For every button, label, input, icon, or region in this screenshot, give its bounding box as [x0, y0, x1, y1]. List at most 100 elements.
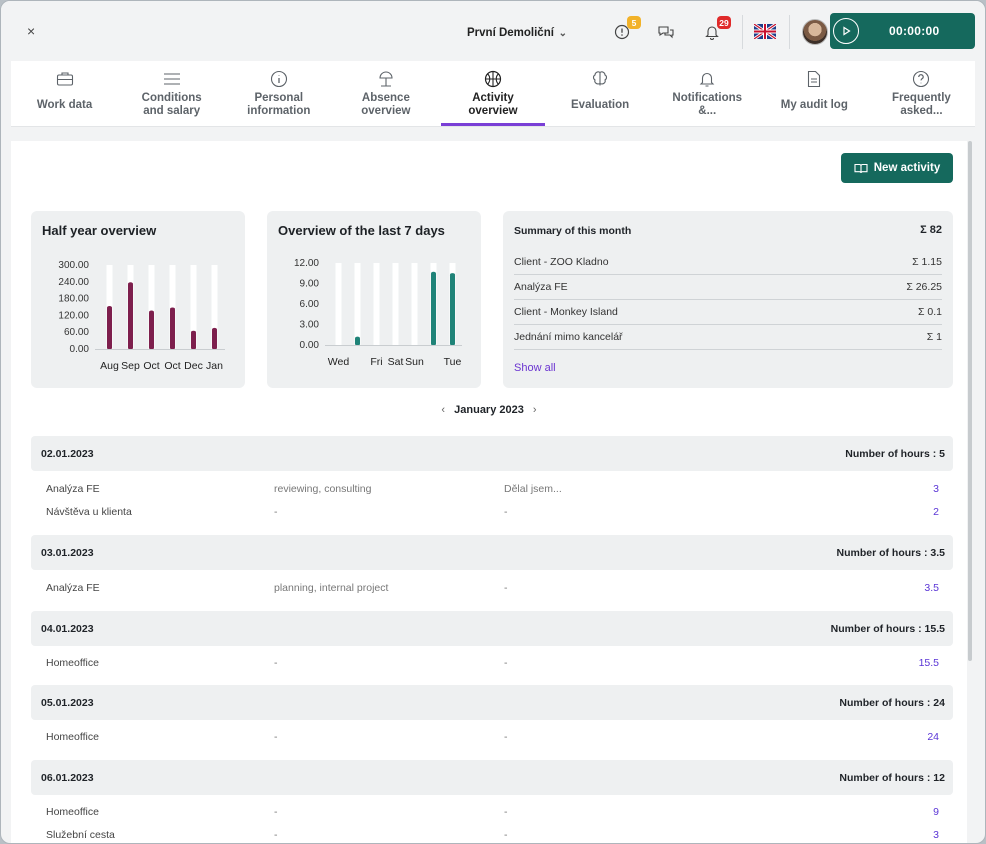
y-tick-label: 12.00 [294, 258, 319, 269]
bar [355, 338, 360, 345]
activity-tags: - [274, 829, 278, 841]
company-select[interactable]: První Demoliční ⌄ [453, 19, 577, 47]
uk-flag-icon[interactable] [753, 22, 777, 41]
tab-notifications[interactable]: Notifications &... [654, 61, 761, 126]
top-bar: × První Demoliční ⌄ 5 29 [1, 1, 985, 61]
day-date: 04.01.2023 [41, 622, 94, 635]
bar-cap [149, 310, 154, 314]
activity-name: Služební cesta [46, 829, 115, 841]
close-icon[interactable]: × [27, 23, 36, 39]
x-tick-label: Sep [121, 360, 140, 372]
tab-conditions-salary[interactable]: Conditions and salary [118, 61, 225, 126]
tab-faq[interactable]: Frequently asked... [868, 61, 975, 126]
summary-row: Jednání mimo kancelář Σ 1 [514, 325, 942, 350]
chevron-right-icon[interactable]: › [532, 404, 537, 416]
info-icon [270, 68, 288, 90]
day-header: 04.01.2023 Number of hours : 15.5 [31, 611, 953, 646]
document-icon [806, 68, 822, 90]
activity-row[interactable]: Homeoffice - - 9 [31, 800, 953, 824]
activity-row[interactable]: Analýza FE reviewing, consulting Dělal j… [31, 477, 953, 501]
day-date: 02.01.2023 [41, 447, 94, 460]
day-header: 02.01.2023 Number of hours : 5 [31, 436, 953, 471]
activity-row[interactable]: Homeoffice - - 24 [31, 725, 953, 749]
divider [742, 15, 743, 49]
brain-icon [591, 68, 609, 90]
bar [170, 308, 175, 349]
half-year-card: Half year overview 300.00 240.00 180.00 120… [31, 211, 245, 388]
summary-row-name: Jednání mimo kancelář [514, 331, 623, 343]
timer-value: 00:00:00 [889, 24, 940, 38]
tab-personal-information[interactable]: Personal information [225, 61, 332, 126]
main-content: New activity Half year overview 300.00 24… [11, 141, 967, 843]
bell-icon[interactable]: 29 [701, 16, 731, 43]
bar-background [354, 263, 361, 345]
activity-row[interactable]: Homeoffice - - 15.5 [31, 651, 953, 675]
summary-row-value: Σ 26.25 [906, 281, 942, 293]
bar-cap [107, 306, 112, 310]
x-tick-label: Oct [164, 360, 180, 372]
tab-evaluation[interactable]: Evaluation [547, 61, 654, 126]
y-tick-label: 3.00 [300, 320, 320, 331]
tab-absence-overview[interactable]: Absence overview [332, 61, 439, 126]
tab-label: Personal information [247, 92, 311, 117]
chat-icon[interactable] [655, 21, 677, 43]
summary-card: Summary of this month Σ 82 Client - ZOO … [503, 211, 953, 388]
bar-background [335, 263, 342, 345]
tab-activity-overview[interactable]: Activity overview [439, 61, 546, 126]
bar-background [148, 265, 155, 349]
activity-tags: - [274, 506, 278, 518]
summary-row-value: Σ 0.1 [917, 306, 942, 318]
summary-row-name: Client - Monkey Island [514, 306, 618, 318]
activity-hours[interactable]: 2 [933, 506, 939, 518]
activity-note: - [504, 506, 508, 518]
book-icon [854, 163, 868, 173]
bar-cap [191, 330, 196, 334]
last-7-days-title: Overview of the last 7 days [278, 223, 445, 238]
tab-label: Evaluation [571, 99, 630, 111]
activity-hours[interactable]: 9 [933, 806, 939, 818]
scrollbar[interactable] [968, 141, 972, 661]
chevron-left-icon[interactable]: ‹ [441, 404, 446, 416]
summary-row: Client - Monkey Island Σ 0.1 [514, 300, 942, 325]
tab-my-audit-log[interactable]: My audit log [761, 61, 868, 126]
play-icon[interactable] [833, 18, 859, 44]
activity-note: - [504, 829, 508, 841]
activity-hours[interactable]: 3.5 [924, 582, 939, 594]
y-tick-label: 120.00 [58, 310, 89, 321]
activity-hours[interactable]: 3 [933, 829, 939, 841]
activity-row[interactable]: Analýza FE planning, internal project - … [31, 576, 953, 600]
bar-cap [128, 282, 133, 286]
new-activity-button[interactable]: New activity [841, 153, 953, 183]
activity-name: Homeoffice [46, 806, 99, 818]
alerts-icon[interactable]: 5 [611, 16, 641, 43]
activity-row[interactable]: Služební cesta - - 3 [31, 823, 953, 843]
activity-hours[interactable]: 24 [927, 731, 939, 743]
tab-label: Absence overview [361, 92, 411, 117]
show-all-link[interactable]: Show all [514, 362, 556, 374]
y-tick-label: 300.00 [58, 260, 89, 271]
bar-cap [450, 273, 455, 277]
bar [107, 307, 112, 349]
last-7-days-card: Overview of the last 7 days 12.00 9.00 6.0… [267, 211, 481, 388]
day-header: 03.01.2023 Number of hours : 3.5 [31, 535, 953, 570]
alerts-badge: 5 [627, 16, 641, 29]
activity-row[interactable]: Návštěva u klienta - - 2 [31, 500, 953, 524]
list-icon [163, 68, 181, 90]
bar [128, 283, 133, 349]
y-tick-label: 60.00 [64, 327, 89, 338]
company-name: První Demoliční [467, 27, 554, 39]
timer-button[interactable]: 00:00:00 [830, 13, 975, 49]
activity-hours[interactable]: 15.5 [918, 657, 939, 669]
activity-hours[interactable]: 3 [933, 483, 939, 495]
last-7-days-chart: 12.00 9.00 6.00 3.00 0.00 Wed Fri Sat Sun Tue [294, 258, 462, 368]
tab-label: Activity overview [468, 92, 518, 117]
activity-name: Homeoffice [46, 657, 99, 669]
day-header: 05.01.2023 Number of hours : 24 [31, 685, 953, 720]
day-hours: Number of hours : 24 [839, 696, 945, 709]
bar-cap [212, 327, 217, 331]
avatar[interactable] [802, 19, 828, 45]
question-icon [912, 68, 930, 90]
day-date: 03.01.2023 [41, 546, 94, 559]
tab-work-data[interactable]: Work data [11, 61, 118, 126]
